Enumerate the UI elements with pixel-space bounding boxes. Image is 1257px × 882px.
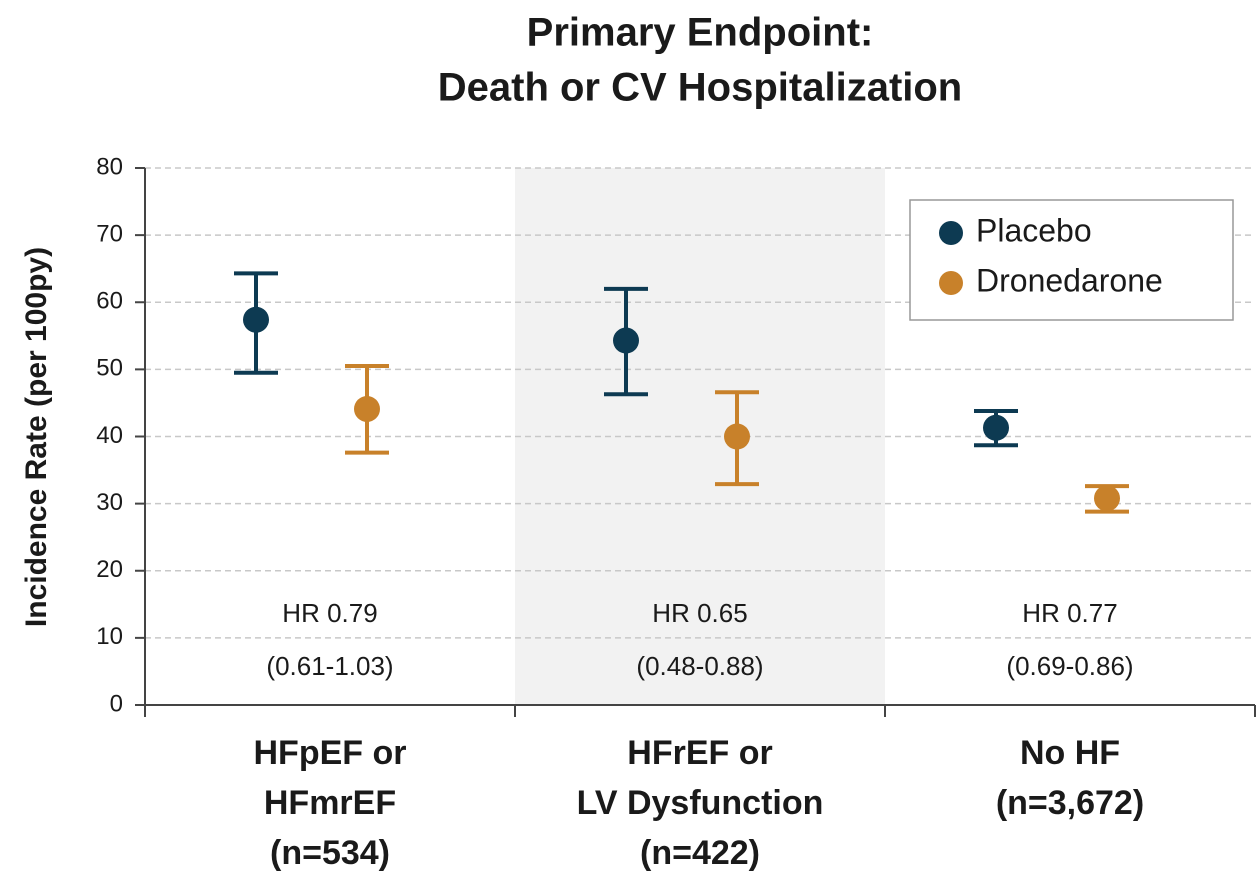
annotation: HR 0.77	[1022, 598, 1117, 628]
legend-marker	[939, 221, 963, 245]
y-tick-label: 20	[96, 556, 123, 583]
x-tick-label: LV Dysfunction	[577, 784, 824, 822]
legend-box	[909, 199, 1234, 321]
point	[1094, 485, 1120, 512]
annotation: (0.69-0.86)	[1006, 651, 1133, 681]
y-tick-label: 60	[96, 288, 123, 315]
y-tick-label: 30	[96, 489, 123, 516]
legend-label: Placebo	[976, 212, 1092, 248]
annotation: (0.61-1.03)	[266, 651, 393, 681]
point	[724, 423, 750, 450]
x-tick-label: (n=3,672)	[996, 784, 1144, 822]
x-tick-label: No HF	[1020, 734, 1120, 772]
point	[613, 327, 639, 354]
point	[983, 414, 1009, 441]
x-tick-label: HFrEF or	[627, 734, 772, 772]
x-tick-label: HFmrEF	[264, 784, 396, 822]
y-tick-label: 40	[96, 422, 123, 449]
x-tick-label: (n=422)	[640, 834, 760, 872]
y-tick-label: 80	[96, 153, 123, 180]
y-tick-label: 0	[110, 690, 123, 717]
y-tick-label: 10	[96, 623, 123, 650]
legend-label: Dronedarone	[976, 262, 1163, 298]
point	[354, 395, 380, 422]
y-tick-label: 70	[96, 220, 123, 247]
x-tick-label: (n=534)	[270, 834, 390, 872]
y-tick-label: 50	[96, 355, 123, 382]
legend-marker	[939, 271, 963, 295]
annotation: HR 0.65	[652, 598, 747, 628]
chart-title: Primary Endpoint:	[527, 11, 874, 55]
x-tick-label: HFpEF or	[254, 734, 407, 772]
annotation: (0.48-0.88)	[636, 651, 763, 681]
y-axis-label: Incidence Rate (per 100py)	[20, 247, 53, 627]
chart-title: Death or CV Hospitalization	[438, 66, 963, 110]
annotation: HR 0.79	[282, 598, 377, 628]
point	[243, 306, 269, 333]
